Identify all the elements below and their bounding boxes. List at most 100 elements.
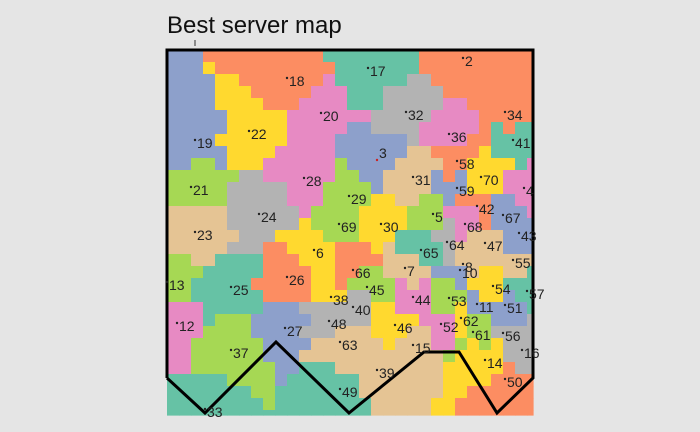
coverage-cell-37	[251, 374, 264, 387]
coverage-cell-33	[179, 398, 192, 411]
coverage-cell-64	[443, 230, 456, 243]
coverage-cell-22	[251, 98, 264, 111]
coverage-cell-25	[239, 302, 252, 315]
coverage-cell-49	[299, 410, 312, 416]
coverage-cell-49	[359, 410, 372, 416]
coverage-cell-65	[407, 242, 420, 255]
server-dot-2	[461, 56, 465, 60]
coverage-cell-49	[323, 410, 336, 416]
server-label-40: 40	[355, 302, 371, 318]
coverage-cell-34	[503, 98, 516, 111]
coverage-cell-18	[299, 74, 312, 87]
coverage-cell-18	[203, 50, 216, 63]
coverage-cell-56	[503, 338, 516, 351]
coverage-cell-24	[275, 218, 288, 231]
coverage-cell-12	[179, 314, 192, 327]
coverage-cell-17	[371, 74, 384, 87]
coverage-cell-19	[191, 62, 204, 75]
coverage-cell-52	[419, 314, 432, 327]
coverage-cell-15	[419, 386, 432, 399]
server-label-21: 21	[193, 182, 209, 198]
coverage-cell-21	[203, 194, 216, 207]
coverage-cell-26	[299, 266, 312, 279]
coverage-cell-43	[527, 230, 534, 243]
coverage-cell-46	[371, 326, 384, 339]
server-dot-53	[447, 296, 451, 300]
coverage-cell-33	[191, 374, 204, 387]
coverage-cell-39	[371, 398, 384, 411]
coverage-cell-43	[503, 242, 516, 255]
server-dot-65	[419, 248, 423, 252]
coverage-cell-55	[491, 242, 504, 255]
server-dot-6	[312, 248, 316, 252]
coverage-cell-31	[395, 182, 408, 195]
coverage-cell-16	[527, 350, 534, 363]
coverage-cell-26	[275, 254, 288, 267]
coverage-cell-56	[491, 326, 504, 339]
coverage-cell-32	[407, 134, 420, 147]
coverage-cell-13	[167, 290, 180, 303]
coverage-cell-22	[227, 74, 240, 87]
coverage-cell-28	[299, 182, 312, 195]
coverage-cell-43	[503, 230, 516, 243]
coverage-cell-23	[215, 242, 228, 255]
coverage-cell-34	[515, 62, 528, 75]
coverage-cell-23	[191, 254, 204, 267]
coverage-cell-12	[167, 302, 180, 315]
coverage-cell-52	[431, 338, 444, 351]
coverage-cell-28	[275, 170, 288, 183]
coverage-cell-12	[179, 350, 192, 363]
coverage-cell-22	[251, 146, 264, 159]
server-label-29: 29	[351, 191, 367, 207]
server-dot-23	[193, 230, 197, 234]
coverage-cell-49	[347, 410, 360, 416]
coverage-cell-58	[467, 146, 480, 159]
coverage-cell-27	[275, 374, 288, 387]
coverage-cell-24	[227, 206, 240, 219]
server-label-64: 64	[449, 237, 465, 253]
coverage-cell-63	[347, 362, 360, 375]
coverage-cell-19	[179, 158, 192, 171]
coverage-cell-17	[359, 74, 372, 87]
coverage-cell-29	[359, 194, 372, 207]
coverage-cell-24	[263, 194, 276, 207]
coverage-cell-2	[467, 62, 480, 75]
coverage-cell-38	[335, 290, 348, 303]
coverage-cell-14	[443, 374, 456, 387]
server-dot-27	[283, 326, 287, 330]
coverage-cell-63	[347, 350, 360, 363]
coverage-cell-3	[359, 158, 372, 171]
coverage-cell-20	[311, 98, 324, 111]
coverage-cell-18	[311, 62, 324, 75]
coverage-cell-27	[275, 362, 288, 375]
coverage-cell-34	[503, 74, 516, 87]
coverage-cell-19	[167, 122, 180, 135]
coverage-cell-55	[527, 254, 534, 267]
server-dot-57	[525, 289, 529, 293]
coverage-cell-22	[275, 134, 288, 147]
coverage-cell-69	[347, 230, 360, 243]
coverage-cell-37	[227, 350, 240, 363]
coverage-cell-19	[167, 62, 180, 75]
coverage-cell-7	[383, 254, 396, 267]
coverage-cell-3	[371, 182, 384, 195]
server-label-24: 24	[261, 209, 277, 225]
coverage-cell-24	[227, 242, 240, 255]
coverage-cell-17	[371, 86, 384, 99]
coverage-cell-61	[455, 338, 468, 351]
coverage-cell-66	[347, 254, 360, 267]
coverage-cell-34	[527, 86, 534, 99]
coverage-cell-44	[395, 290, 408, 303]
coverage-cell-55	[491, 254, 504, 267]
coverage-cell-54	[479, 278, 492, 291]
coverage-cell-49	[299, 386, 312, 399]
coverage-cell-20	[323, 110, 336, 123]
coverage-cell-30	[359, 230, 372, 243]
coverage-cell-22	[263, 122, 276, 135]
coverage-cell-12	[167, 350, 180, 363]
coverage-cell-22	[251, 110, 264, 123]
coverage-cell-10	[455, 266, 468, 279]
coverage-cell-23	[179, 242, 192, 255]
coverage-cell-26	[263, 266, 276, 279]
coverage-cell-49	[347, 374, 360, 387]
